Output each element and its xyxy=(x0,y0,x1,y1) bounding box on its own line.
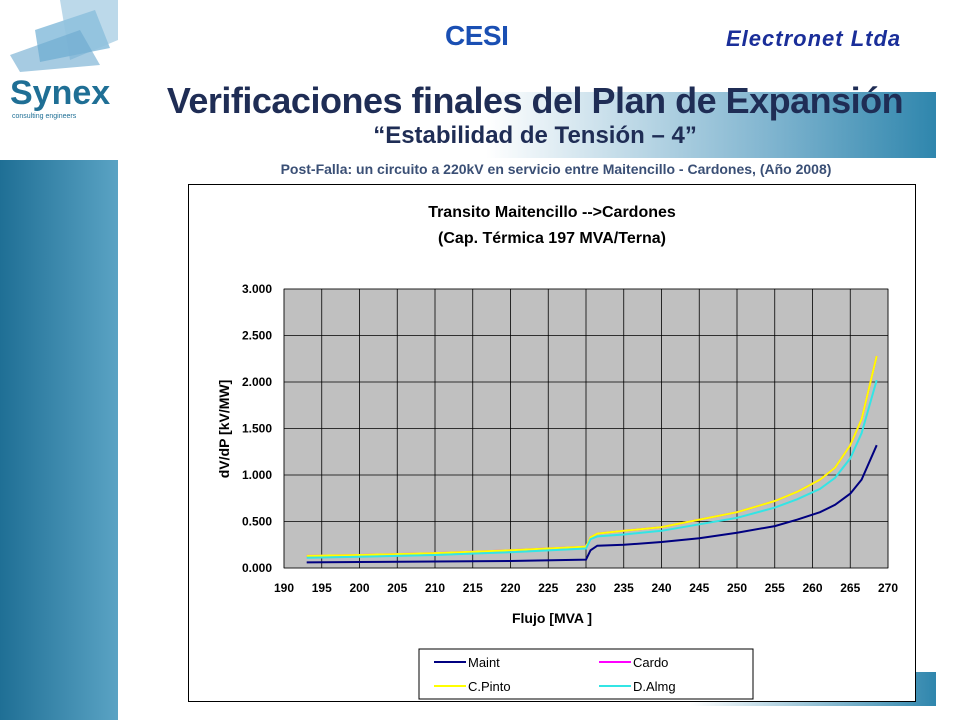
page-title: Verificaciones finales del Plan de Expan… xyxy=(166,80,904,121)
series-group xyxy=(306,355,878,564)
y-tick-label: 2.500 xyxy=(242,329,272,343)
logo-brand: Synex xyxy=(10,74,110,112)
x-tick-label: 215 xyxy=(463,581,483,595)
x-tick-label: 235 xyxy=(614,581,634,595)
legend-label: D.Almg xyxy=(633,679,676,694)
grid-lines xyxy=(283,288,889,569)
y-axis-label: dV/dP [kV/MW] xyxy=(216,380,232,479)
series-line-d-almg xyxy=(306,379,878,559)
x-tick-label: 250 xyxy=(727,581,747,595)
logo-mark xyxy=(10,0,118,72)
synex-logo: Synex consulting engineers xyxy=(0,0,118,160)
chart-subtitle: (Cap. Térmica 197 MVA/Terna) xyxy=(438,230,666,247)
x-tick-label: 195 xyxy=(312,581,332,595)
header-band xyxy=(118,92,936,158)
x-axis-label: Flujo [MVA ] xyxy=(512,610,592,626)
x-tick-label: 220 xyxy=(500,581,520,595)
y-tick-labels: 0.000 0.500 1.000 1.500 2.000 2.500 3.000 xyxy=(242,282,272,575)
y-tick-label: 1.000 xyxy=(242,468,272,482)
logo-tagline: consulting engineers xyxy=(12,113,77,120)
y-tick-label: 0.500 xyxy=(242,515,272,529)
series-line-maint xyxy=(306,444,878,564)
y-tick-label: 1.500 xyxy=(242,422,272,436)
x-tick-label: 245 xyxy=(689,581,709,595)
y-tick-label: 0.000 xyxy=(242,561,272,575)
chart-caption: Post-Falla: un circuito a 220kV en servi… xyxy=(280,161,832,177)
legend-items: Maint Cardo C.Pinto D.Almg xyxy=(434,655,676,694)
y-tick-label: 2.000 xyxy=(242,375,272,389)
legend-label: C.Pinto xyxy=(468,679,511,694)
legend-label: Maint xyxy=(468,655,500,670)
legend-label: Cardo xyxy=(633,655,668,670)
line-chart: Transito Maitencillo -->Cardones (Cap. T… xyxy=(216,204,898,700)
x-tick-label: 200 xyxy=(349,581,369,595)
x-tick-label: 270 xyxy=(878,581,898,595)
electronet-label: Electronet Ltda xyxy=(726,26,902,51)
x-tick-label: 205 xyxy=(387,581,407,595)
page-subtitle: “Estabilidad de Tensión – 4” xyxy=(373,122,697,149)
x-tick-label: 230 xyxy=(576,581,596,595)
x-tick-label: 190 xyxy=(274,581,294,595)
x-tick-label: 265 xyxy=(840,581,860,595)
cesi-label: CESI xyxy=(445,20,509,51)
series-line-c-pinto xyxy=(306,355,878,557)
y-tick-label: 3.000 xyxy=(242,282,272,296)
chart-frame: Transito Maitencillo -->Cardones (Cap. T… xyxy=(188,184,916,702)
chart-title: Transito Maitencillo -->Cardones xyxy=(428,204,676,221)
x-tick-label: 210 xyxy=(425,581,445,595)
x-tick-label: 240 xyxy=(651,581,671,595)
x-tick-label: 225 xyxy=(538,581,558,595)
x-tick-label: 255 xyxy=(765,581,785,595)
x-tick-label: 260 xyxy=(802,581,822,595)
legend xyxy=(418,648,754,700)
x-tick-labels: 190 195 200 205 210 215 220 225 230 235 240 245 250 2… xyxy=(274,581,898,595)
